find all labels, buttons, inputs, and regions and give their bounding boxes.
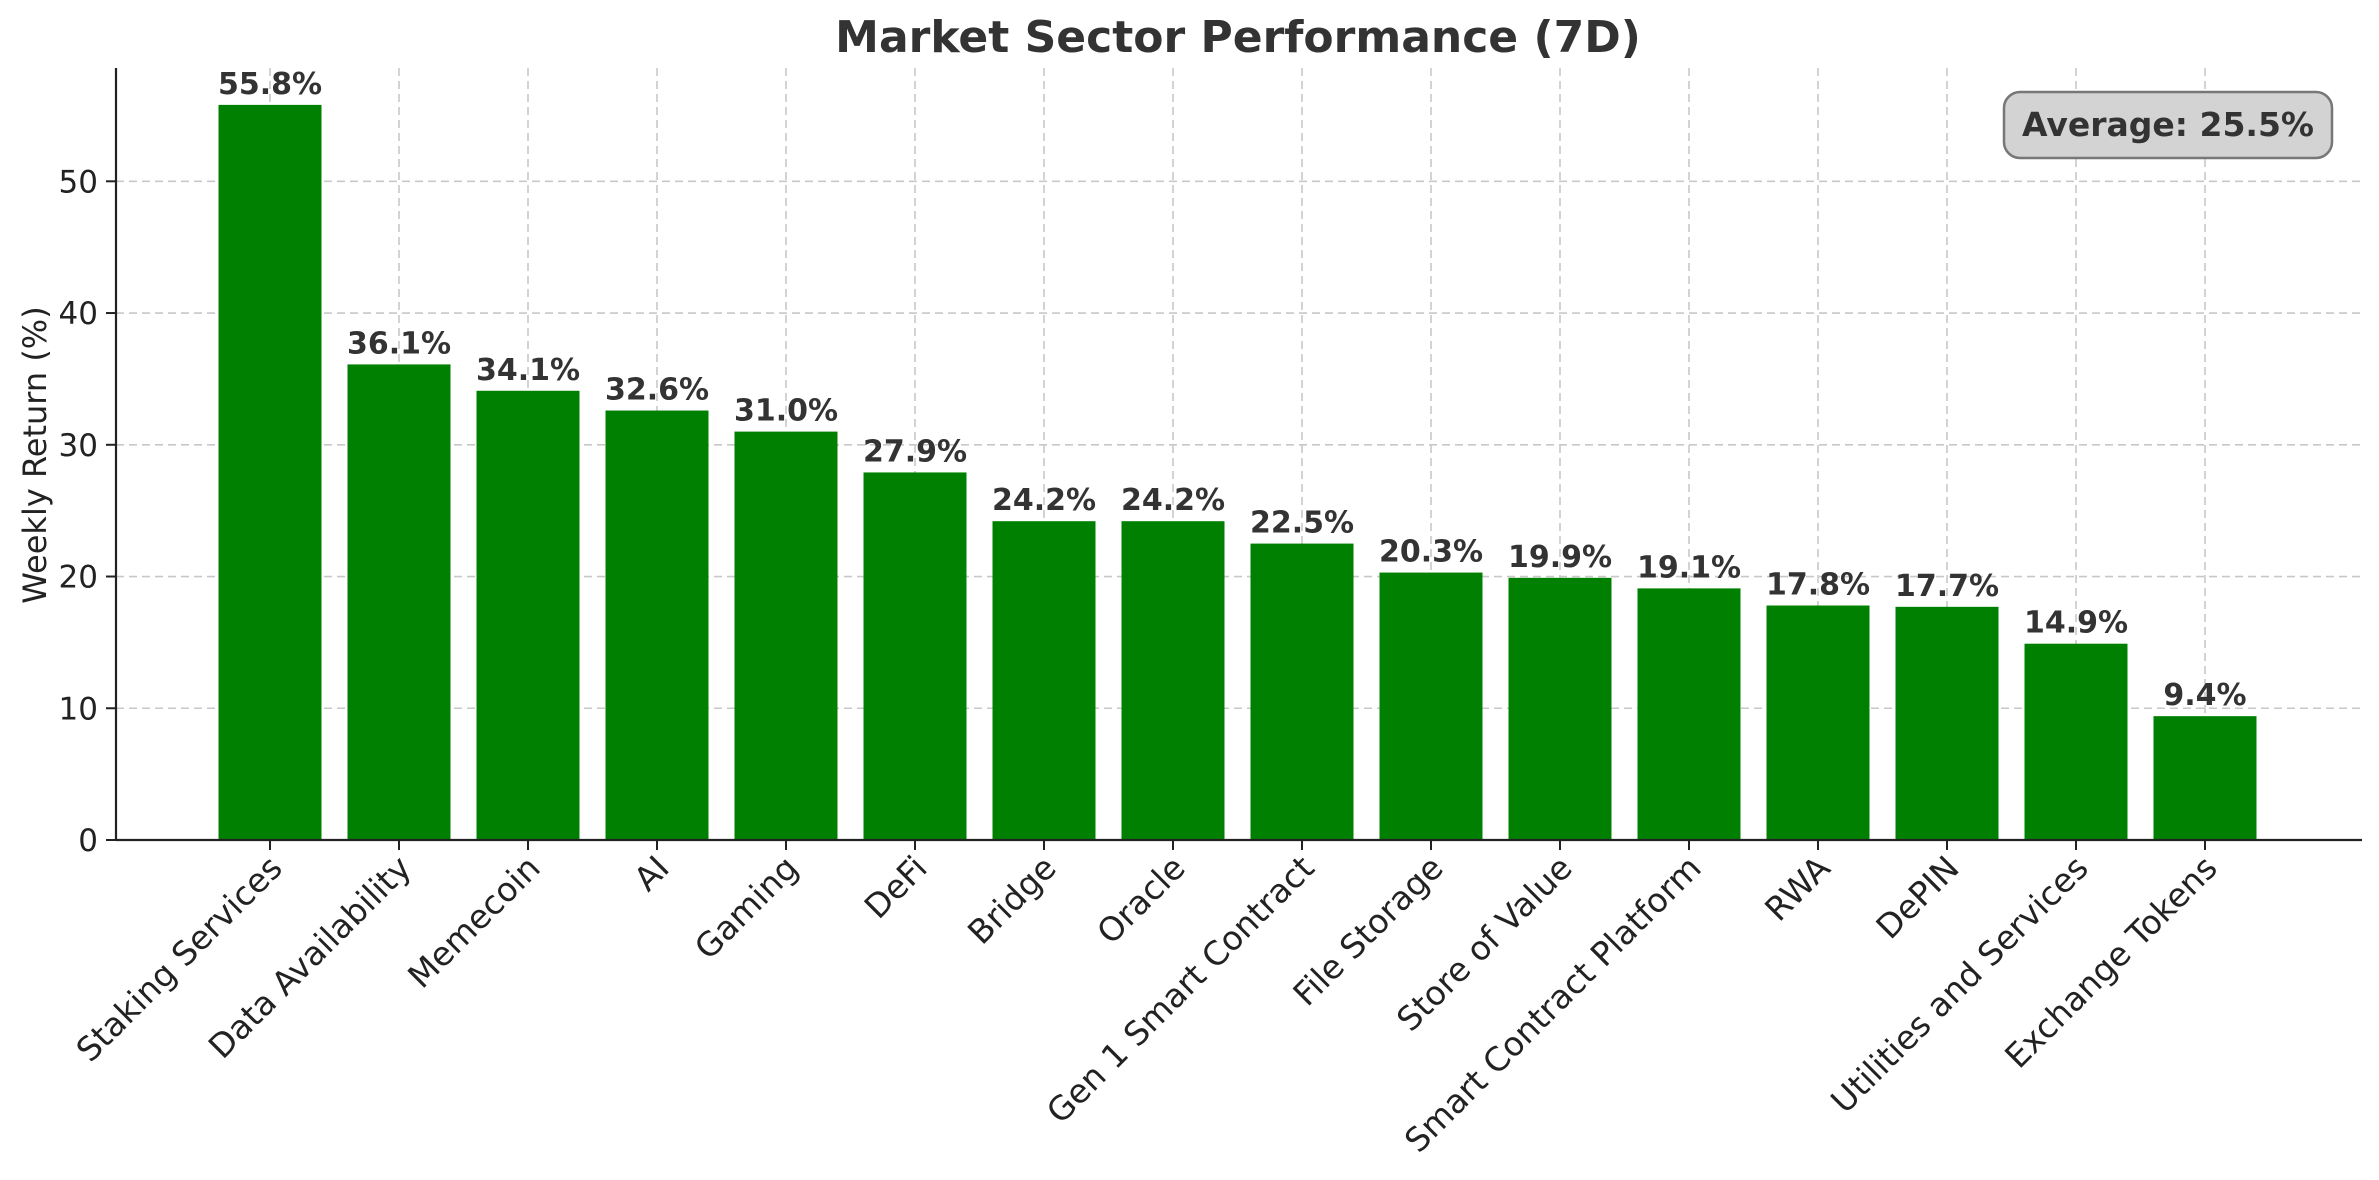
bar bbox=[1637, 588, 1741, 840]
bar-data-label: 9.4% bbox=[2163, 678, 2246, 713]
bar bbox=[2153, 716, 2257, 840]
average-annotation: Average: 25.5% bbox=[2002, 90, 2334, 160]
bar bbox=[992, 521, 1096, 840]
bar-data-label: 17.8% bbox=[1766, 568, 1870, 603]
chart-title: Market Sector Performance (7D) bbox=[835, 12, 1641, 63]
x-tick-label: Memecoin bbox=[400, 848, 548, 996]
x-tick-label: Utilities and Services bbox=[1823, 848, 2096, 1121]
y-axis-label: Weekly Return (%) bbox=[16, 306, 54, 603]
x-tick-label: AI bbox=[626, 848, 676, 898]
bar-data-label: 36.1% bbox=[347, 326, 451, 361]
bar-data-label: 24.2% bbox=[1121, 483, 1225, 518]
bar-data-label: 27.9% bbox=[863, 434, 967, 469]
bar bbox=[1508, 577, 1612, 840]
bar bbox=[1895, 606, 1999, 840]
y-tick-label: 30 bbox=[59, 428, 98, 464]
bar-data-label: 19.1% bbox=[1637, 550, 1741, 585]
x-tick-label: DePIN bbox=[1868, 848, 1966, 946]
average-annotation-text: Average: 25.5% bbox=[2022, 105, 2314, 144]
bar bbox=[1121, 521, 1225, 840]
x-tick-label: Bridge bbox=[960, 848, 1064, 952]
bar bbox=[1766, 605, 1870, 840]
bar-data-label: 19.9% bbox=[1508, 540, 1612, 575]
bar bbox=[1250, 543, 1354, 840]
y-tick-label: 0 bbox=[78, 823, 98, 859]
data-labels-layer: 55.8% 36.1% 34.1% 32.6% 31.0% 27.9% 24.2% 24.2%… bbox=[218, 67, 2247, 713]
bar bbox=[476, 390, 580, 840]
x-tick-label: Oracle bbox=[1089, 848, 1193, 952]
bar-data-label: 32.6% bbox=[605, 373, 709, 408]
bar bbox=[1379, 572, 1483, 840]
bar-data-label: 31.0% bbox=[734, 394, 838, 429]
bar-data-label: 14.9% bbox=[2024, 606, 2128, 641]
bar bbox=[605, 410, 709, 840]
bar-data-label: 22.5% bbox=[1250, 506, 1354, 541]
bar-data-label: 24.2% bbox=[992, 483, 1096, 518]
y-tick-label: 50 bbox=[59, 164, 98, 200]
x-tick-label: Gen 1 Smart Contract bbox=[1039, 848, 1322, 1131]
bar-data-label: 20.3% bbox=[1379, 535, 1483, 570]
bar-data-label: 55.8% bbox=[218, 67, 322, 102]
bar bbox=[218, 104, 322, 840]
x-tick-label: Gaming bbox=[687, 848, 806, 967]
bar bbox=[863, 472, 967, 840]
bar-data-label: 17.7% bbox=[1895, 569, 1999, 604]
bar bbox=[734, 431, 838, 840]
bar bbox=[347, 364, 451, 840]
y-tick-label: 40 bbox=[59, 296, 98, 332]
average-annotation-box bbox=[2002, 90, 2334, 160]
x-tick-label: DeFi bbox=[857, 848, 935, 926]
x-tick-label: RWA bbox=[1757, 848, 1838, 929]
y-tick-label: 20 bbox=[59, 560, 98, 596]
y-tick-label: 10 bbox=[59, 691, 98, 727]
bar-data-label: 34.1% bbox=[476, 353, 580, 388]
bar bbox=[2024, 643, 2128, 840]
x-tick-label: Exchange Tokens bbox=[1997, 848, 2225, 1076]
bars-layer bbox=[218, 104, 2257, 840]
